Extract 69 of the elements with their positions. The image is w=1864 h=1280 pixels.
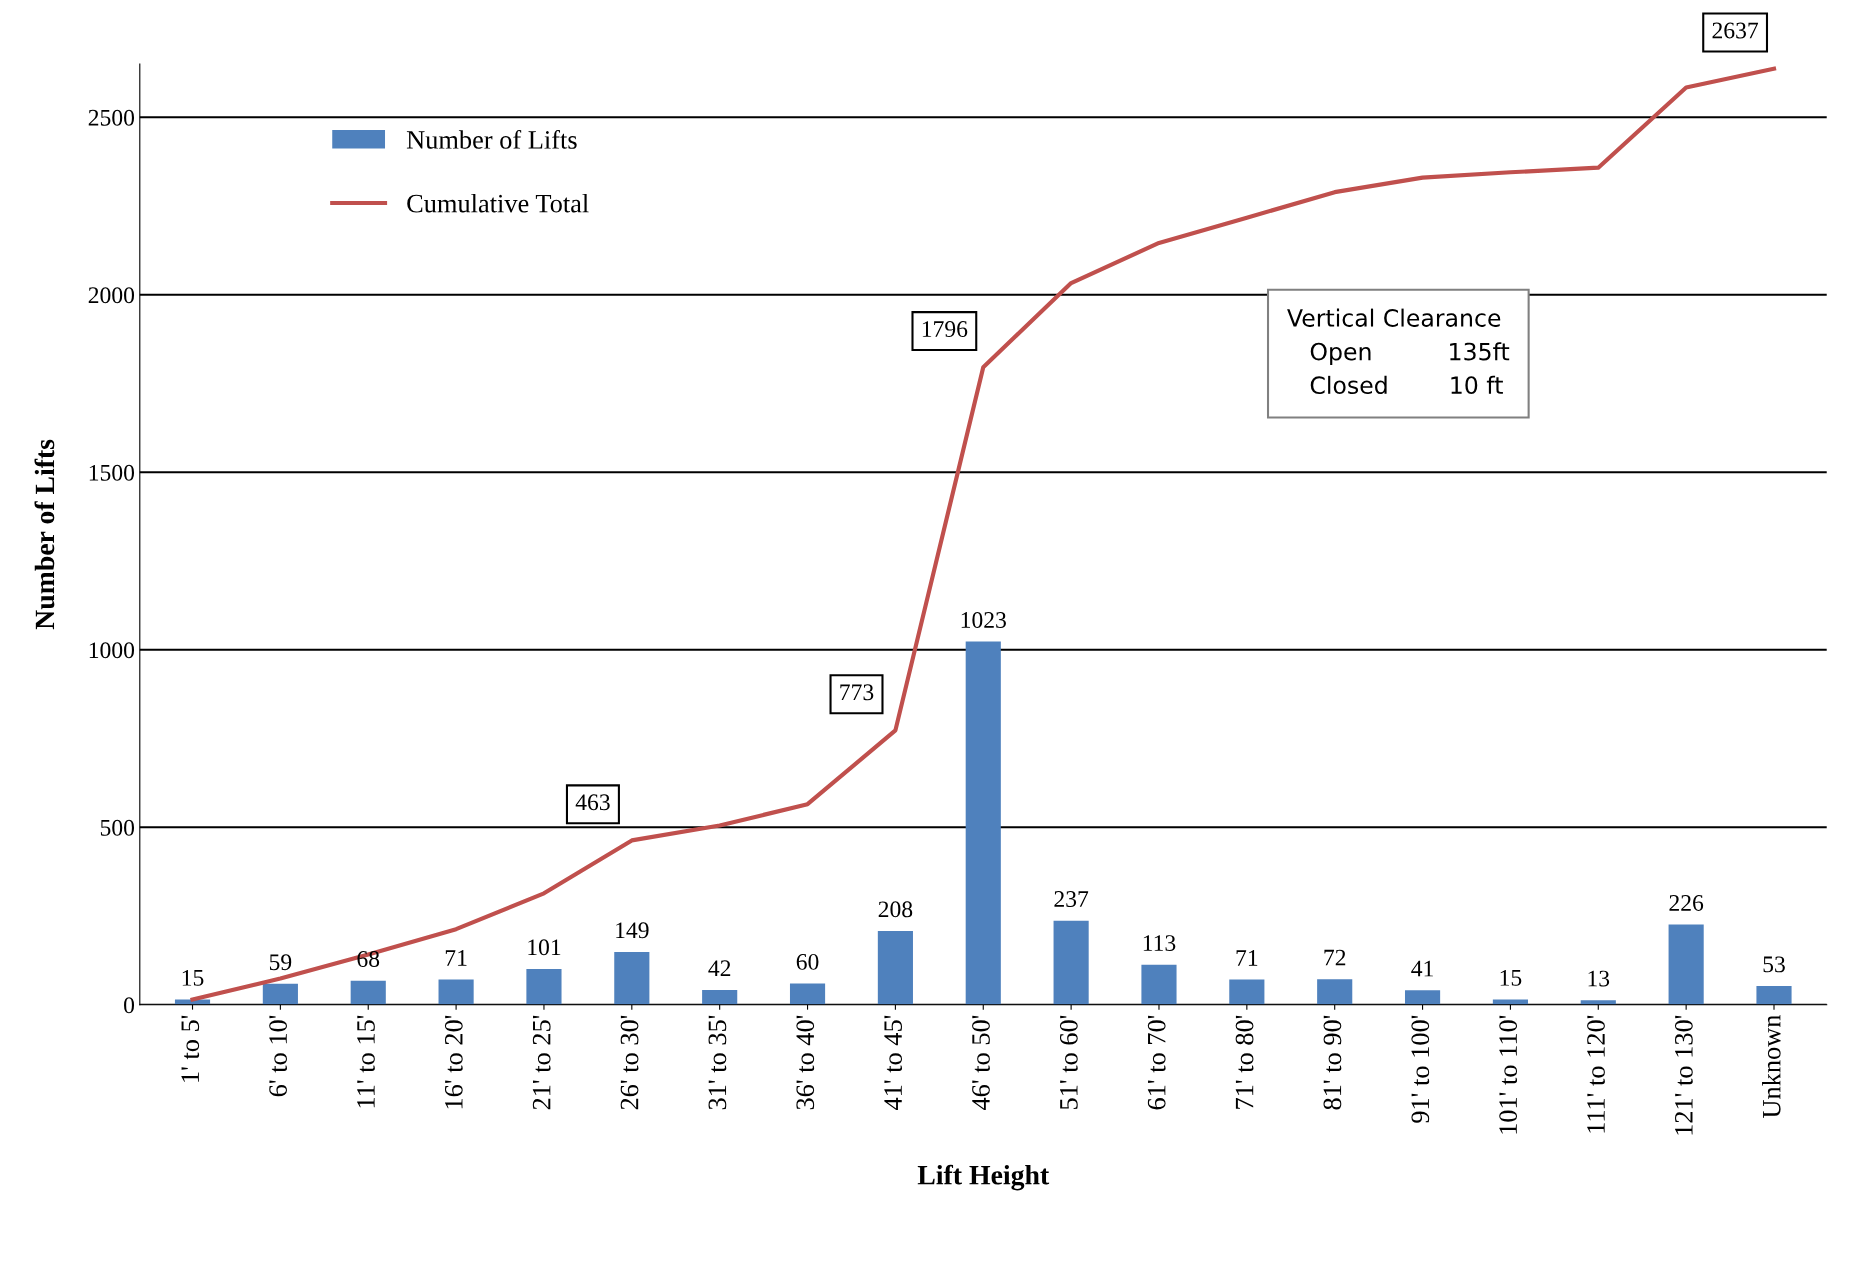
data-label: 60 <box>796 953 819 970</box>
data-label: 13 <box>1588 970 1610 987</box>
x-tick-label: 51' to 60' <box>1059 1015 1078 1109</box>
y-tick-label: 1000 <box>89 642 135 659</box>
data-label: 2637 <box>1712 22 1759 39</box>
data-label: 101 <box>528 939 561 956</box>
legend-label: Cumulative Total <box>407 193 589 213</box>
data-label: 42 <box>708 960 731 976</box>
data-label: 237 <box>1054 891 1089 907</box>
y-tick-label: 0 <box>124 997 135 1014</box>
bar <box>702 989 738 1005</box>
data-label: 113 <box>1143 935 1176 952</box>
x-axis-title: Lift Height <box>917 1164 1050 1191</box>
data-label: 53 <box>1763 956 1785 973</box>
bar <box>614 951 650 1005</box>
x-tick-label: 101' to 110' <box>1499 1015 1518 1134</box>
annotation: Vertical Clearance Open 135ft Closed 10 ft <box>1287 308 1510 395</box>
data-label: 59 <box>269 954 292 971</box>
x-tick-label: Unknown <box>1762 1014 1781 1119</box>
data-label: 1796 <box>922 321 968 337</box>
y-tick-label: 1500 <box>89 464 135 481</box>
data-label: 71 <box>445 950 467 966</box>
data-label: 1023 <box>961 612 1006 628</box>
x-tick-label: 36' to 40' <box>796 1015 815 1110</box>
x-tick-label: 71' to 80' <box>1235 1015 1254 1109</box>
bar <box>1141 964 1177 1005</box>
data-label: 463 <box>575 794 610 811</box>
x-tick-label: 121' to 130' <box>1674 1015 1693 1135</box>
x-tick-label: 26' to 30' <box>620 1015 639 1110</box>
bar <box>1492 999 1528 1005</box>
legend-label: Number of Lifts <box>406 129 577 149</box>
bar <box>1756 985 1792 1005</box>
data-label: 149 <box>616 922 649 939</box>
bar <box>789 983 826 1005</box>
bar <box>262 983 298 1005</box>
y-tick-label: 500 <box>100 819 135 836</box>
x-tick-label: 16' to 20' <box>444 1015 463 1109</box>
data-label: 773 <box>840 684 874 701</box>
x-tick-label: 6' to 10' <box>269 1015 287 1097</box>
data-label: 15 <box>1500 969 1522 986</box>
bar <box>1668 924 1704 1005</box>
x-tick-label: 46' to 50' <box>972 1015 990 1111</box>
data-label: 72 <box>1324 949 1346 966</box>
y-tick-label: 2000 <box>88 287 135 304</box>
y-axis-title: Number of Lifts <box>34 439 55 630</box>
bar <box>350 980 386 1005</box>
bar <box>438 979 474 1005</box>
x-tick-label: 41' to 45' <box>884 1015 903 1111</box>
x-tick-label: 111' to 120' <box>1587 1015 1605 1133</box>
bar <box>1404 990 1441 1005</box>
bar <box>526 968 562 1005</box>
x-tick-label: 21' to 25' <box>532 1015 551 1110</box>
bar <box>877 930 913 1005</box>
y-tick-label: 2500 <box>88 109 135 126</box>
data-label: 226 <box>1669 895 1704 911</box>
x-tick-label: 61' to 70' <box>1147 1015 1166 1110</box>
x-tick-label: 31' to 35' <box>708 1015 727 1110</box>
bar <box>1317 979 1353 1005</box>
x-tick-label: 81' to 90' <box>1323 1015 1342 1110</box>
x-tick-label: 1' to 5' <box>181 1015 200 1082</box>
bar <box>1053 920 1089 1005</box>
x-tick-label: 91' to 100' <box>1411 1015 1430 1123</box>
data-label: 41 <box>1411 960 1433 977</box>
bar <box>965 641 1001 1005</box>
data-label: 15 <box>182 969 204 986</box>
x-tick-label: 11' to 15' <box>357 1015 375 1108</box>
data-label: 208 <box>878 901 913 918</box>
bar <box>1229 979 1265 1005</box>
data-label: 71 <box>1236 950 1258 966</box>
